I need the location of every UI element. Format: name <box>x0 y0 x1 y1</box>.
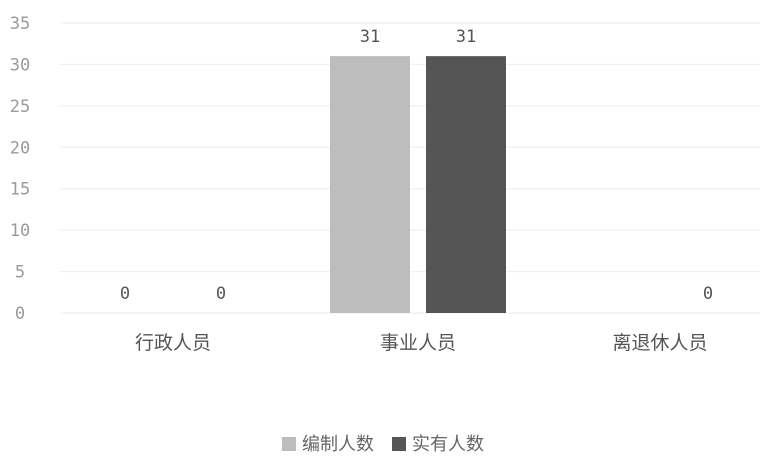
y-axis-ticks: 0 5 10 15 20 25 30 35 <box>10 14 30 324</box>
y-tick-label: 15 <box>10 180 30 200</box>
y-tick-label: 25 <box>10 97 30 117</box>
data-label: 31 <box>360 27 380 47</box>
bar[interactable] <box>426 56 506 314</box>
legend-swatch[interactable] <box>282 437 296 451</box>
data-label: 31 <box>456 27 476 47</box>
category-axis: 行政人员 事业人员 离退休人员 <box>135 332 708 354</box>
bars <box>330 56 506 314</box>
data-label: 0 <box>703 284 713 304</box>
y-tick-label: 20 <box>10 138 30 158</box>
category-label: 离退休人员 <box>612 332 707 354</box>
legend[interactable]: 编制人数 实有人数 <box>282 434 484 455</box>
y-tick-label: 30 <box>10 55 30 75</box>
legend-label[interactable]: 编制人数 <box>302 434 374 455</box>
y-tick-label: 5 <box>15 263 25 283</box>
data-label: 0 <box>120 284 130 304</box>
legend-label[interactable]: 实有人数 <box>412 434 484 455</box>
data-labels: 0 0 31 31 0 <box>120 27 713 304</box>
y-tick-label: 10 <box>10 221 30 241</box>
category-label: 事业人员 <box>380 332 456 354</box>
category-label: 行政人员 <box>135 332 211 354</box>
data-label: 0 <box>216 284 226 304</box>
bar[interactable] <box>330 56 410 314</box>
y-tick-label: 0 <box>15 304 25 324</box>
y-tick-label: 35 <box>10 14 30 34</box>
legend-swatch[interactable] <box>392 437 406 451</box>
